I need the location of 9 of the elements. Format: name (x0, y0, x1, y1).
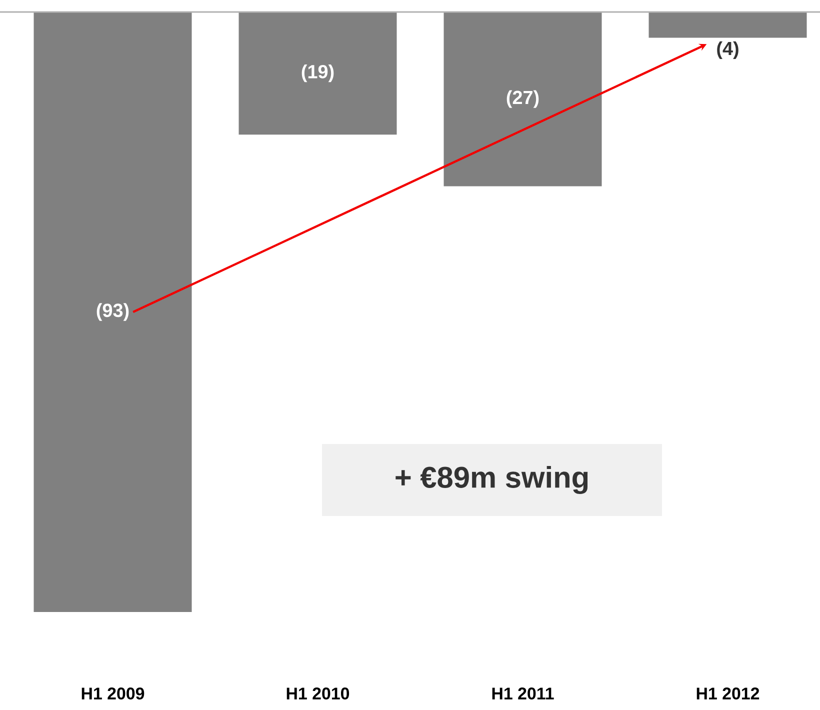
x-tick-label: H1 2011 (492, 688, 554, 700)
x-tick-label: H1 2010 (286, 688, 350, 700)
data-label: (93) (96, 303, 129, 321)
data-label: (4) (717, 41, 738, 59)
x-tick-label: H1 2012 (696, 688, 760, 700)
data-label: (27) (506, 90, 539, 108)
annotation: + €89m swing (396, 466, 588, 494)
x-tick-label: H1 2009 (82, 688, 144, 700)
data-label: (19) (302, 64, 334, 82)
